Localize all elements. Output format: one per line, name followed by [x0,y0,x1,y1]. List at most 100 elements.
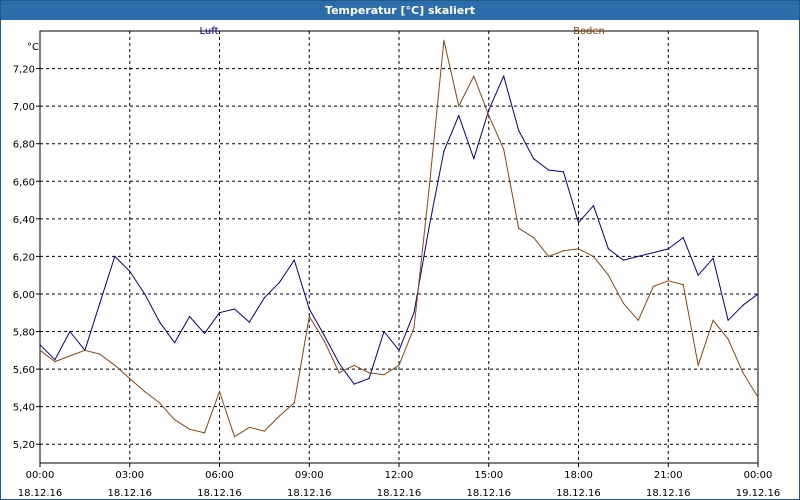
x-tick-time: 00:00 [744,470,773,481]
data-point-boden [712,319,714,321]
data-point-boden [69,355,71,357]
data-point-luft [712,257,714,259]
data-point-luft [338,362,340,365]
data-point-boden [518,227,520,229]
data-point-boden [443,39,445,41]
data-point-luft [278,282,280,284]
data-point-luft [263,297,265,299]
x-tick-time: 15:00 [474,470,503,481]
data-point-luft [188,315,191,318]
x-tick-date: 18.12.16 [646,488,691,499]
y-tick-label: 6,60 [13,177,35,188]
data-point-boden [323,340,325,342]
data-point-luft [458,114,460,117]
y-tick-label: 5,60 [13,365,35,376]
data-point-luft [637,255,639,257]
data-point-luft [383,330,385,333]
data-point-luft [99,302,101,304]
data-point-luft [533,158,535,160]
data-point-boden [368,372,370,374]
data-point-luft [413,312,415,314]
data-point-luft [308,308,310,310]
data-point-boden [144,391,146,393]
x-tick-time: 03:00 [115,470,144,481]
data-point-luft [562,171,565,173]
x-tick-date: 18.12.16 [197,488,242,499]
data-point-luft [443,150,445,152]
data-point-boden [757,396,759,398]
data-point-boden [533,237,535,239]
data-point-luft [682,237,684,239]
data-point-boden [233,436,236,438]
x-tick-time: 09:00 [295,470,324,481]
y-tick-label: 5,20 [13,440,35,451]
data-point-luft [727,319,729,321]
y-tick-label: 7,20 [13,65,35,76]
data-point-luft [353,383,355,385]
data-point-boden [114,364,116,366]
data-point-boden [577,248,580,250]
data-point-boden [398,364,400,366]
data-point-luft [114,255,116,257]
data-point-luft [144,293,146,295]
legend-luft: Luft [200,26,219,37]
data-point-luft [577,221,580,224]
x-axis: 00:00 18.12.16 03:00 18.12.16 06:00 18.12.16 0… [18,463,780,499]
x-tick-date: 18.12.16 [556,488,601,499]
data-point-luft [742,304,744,306]
data-point-luft [667,248,669,250]
data-point-boden [488,114,490,117]
data-point-luft [39,344,41,346]
data-point-luft [757,293,759,295]
data-point-boden [742,372,744,374]
y-tick-label: 6,00 [13,290,35,301]
data-point-luft [503,75,505,77]
data-point-boden [338,372,340,374]
data-point-boden [473,75,475,77]
data-point-boden [129,377,131,380]
data-point-luft [323,334,325,336]
data-point-boden [84,349,86,351]
data-point-boden [293,402,295,404]
data-point-boden [159,402,161,404]
data-point-boden [353,364,355,366]
data-point-luft [293,259,295,261]
y-axis: 5,20 5,40 5,60 5,80 6,00 6,20 6,40 6,60 6,80 7,00… [13,65,40,451]
data-point-boden [727,338,729,340]
data-point-boden [278,415,280,417]
data-point-boden [607,274,610,276]
y-tick-label: 6,20 [13,252,35,263]
data-point-luft [697,274,699,276]
data-point-luft [398,349,400,351]
y-tick-label: 6,40 [13,215,35,226]
x-tick-time: 21:00 [654,470,683,481]
data-point-luft [473,158,475,160]
data-point-boden [697,364,699,366]
data-point-luft [203,332,206,334]
y-tick-label: 6,80 [13,140,35,151]
x-tick-date: 18.12.16 [287,488,332,499]
data-point-boden [39,349,41,351]
x-tick-date: 18.12.16 [107,488,152,499]
data-point-luft [129,270,131,273]
x-tick-time: 00:00 [26,470,55,481]
x-tick-date: 18.12.16 [466,488,511,499]
grid [40,31,758,463]
data-point-boden [592,255,595,257]
data-point-boden [413,327,415,329]
data-point-luft [54,359,56,361]
temperature-chart: 5,20 5,40 5,60 5,80 6,00 6,20 6,40 6,60 6,80 7,00… [13,26,781,499]
data-point-luft [159,321,161,323]
data-point-boden [174,419,176,421]
data-point-boden [637,319,639,321]
data-point-luft [488,109,490,111]
data-point-luft [518,129,520,132]
data-point-boden [99,353,101,355]
data-point-luft [622,259,624,261]
data-point-luft [652,252,654,254]
data-point-boden [203,432,206,434]
data-point-boden [547,255,550,257]
data-point-boden [682,283,684,286]
y-tick-label: 5,40 [13,403,35,414]
